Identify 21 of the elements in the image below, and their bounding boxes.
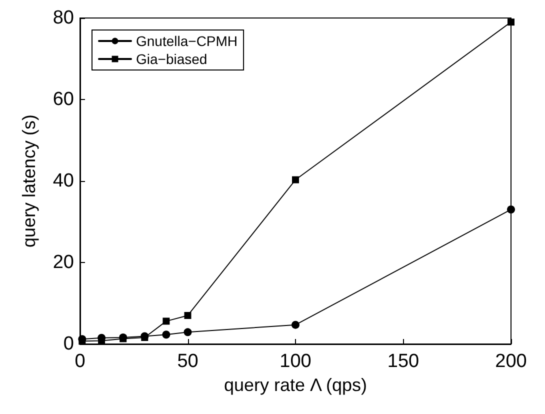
x-tick-label: 100 — [280, 351, 312, 372]
y-tick-label: 60 — [52, 89, 74, 110]
y-tick-label: 0 — [63, 334, 74, 354]
y-tick-label: 80 — [52, 8, 74, 28]
legend-label: Gia−biased — [136, 51, 208, 67]
point — [292, 176, 299, 184]
point — [184, 312, 192, 319]
point — [184, 328, 192, 336]
x-axis-title: query rate Λ (qps) — [224, 374, 368, 395]
x-tick-label: 50 — [177, 351, 198, 372]
point — [162, 318, 170, 325]
x-tick-label: 200 — [495, 351, 527, 372]
y-axis-title: query latency (s) — [19, 114, 39, 248]
point — [292, 320, 300, 329]
point — [508, 18, 514, 26]
point — [162, 330, 170, 339]
point — [507, 206, 515, 214]
y-tick-label: 40 — [52, 170, 74, 192]
y-tick-label: 20 — [52, 252, 74, 273]
x-tick-label: 150 — [387, 351, 420, 372]
legend-label: Gnutella−CPMH — [136, 33, 238, 49]
